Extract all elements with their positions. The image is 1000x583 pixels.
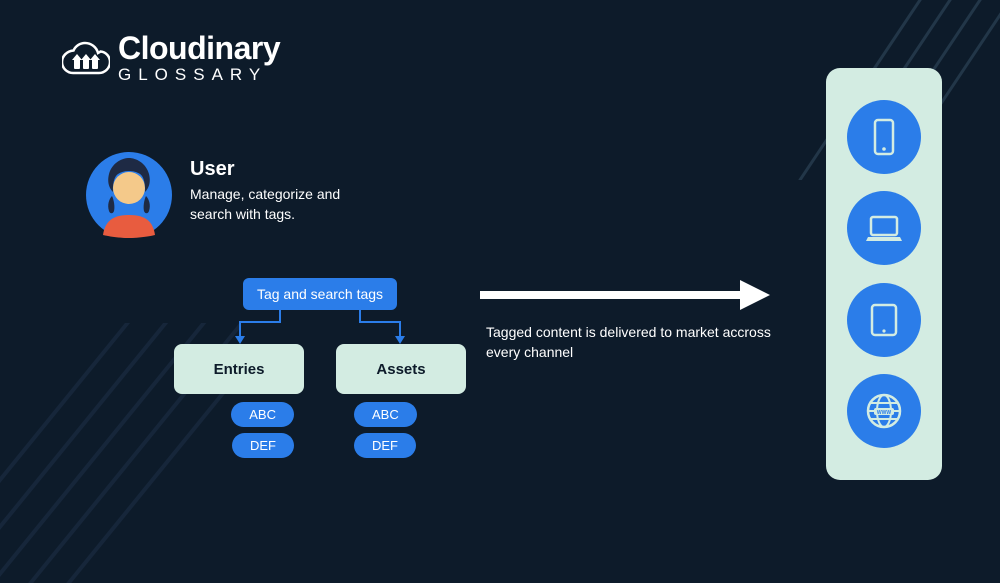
cloud-icon (62, 39, 110, 77)
tablet-icon (847, 283, 921, 357)
arrow-block: Tagged content is delivered to market ac… (480, 280, 780, 362)
chip-abc: ABC (231, 402, 294, 427)
channels-panel: WWW (826, 68, 942, 480)
mobile-icon (847, 100, 921, 174)
laptop-icon (847, 191, 921, 265)
arrow-icon (480, 280, 770, 310)
entries-box: Entries (174, 344, 304, 394)
chip-def: DEF (232, 433, 294, 458)
user-block: User Manage, categorize and search with … (86, 152, 360, 238)
arrow-caption: Tagged content is delivered to market ac… (486, 323, 780, 362)
user-title: User (190, 158, 360, 181)
assets-box: Assets (336, 344, 466, 394)
chip-abc: ABC (354, 402, 417, 427)
logo-subtitle: GLOSSARY (118, 66, 280, 83)
web-icon: WWW (847, 374, 921, 448)
user-avatar (86, 152, 172, 238)
svg-text:WWW: WWW (877, 410, 891, 416)
logo: Cloudinary GLOSSARY (62, 32, 280, 83)
tag-diagram: Tag and search tags Entries Assets ABC D… (150, 278, 490, 458)
logo-brand: Cloudinary (118, 32, 280, 64)
connectors (150, 310, 490, 344)
chip-def: DEF (354, 433, 416, 458)
user-description: Manage, categorize and search with tags. (190, 185, 360, 224)
tag-pill: Tag and search tags (243, 278, 397, 310)
